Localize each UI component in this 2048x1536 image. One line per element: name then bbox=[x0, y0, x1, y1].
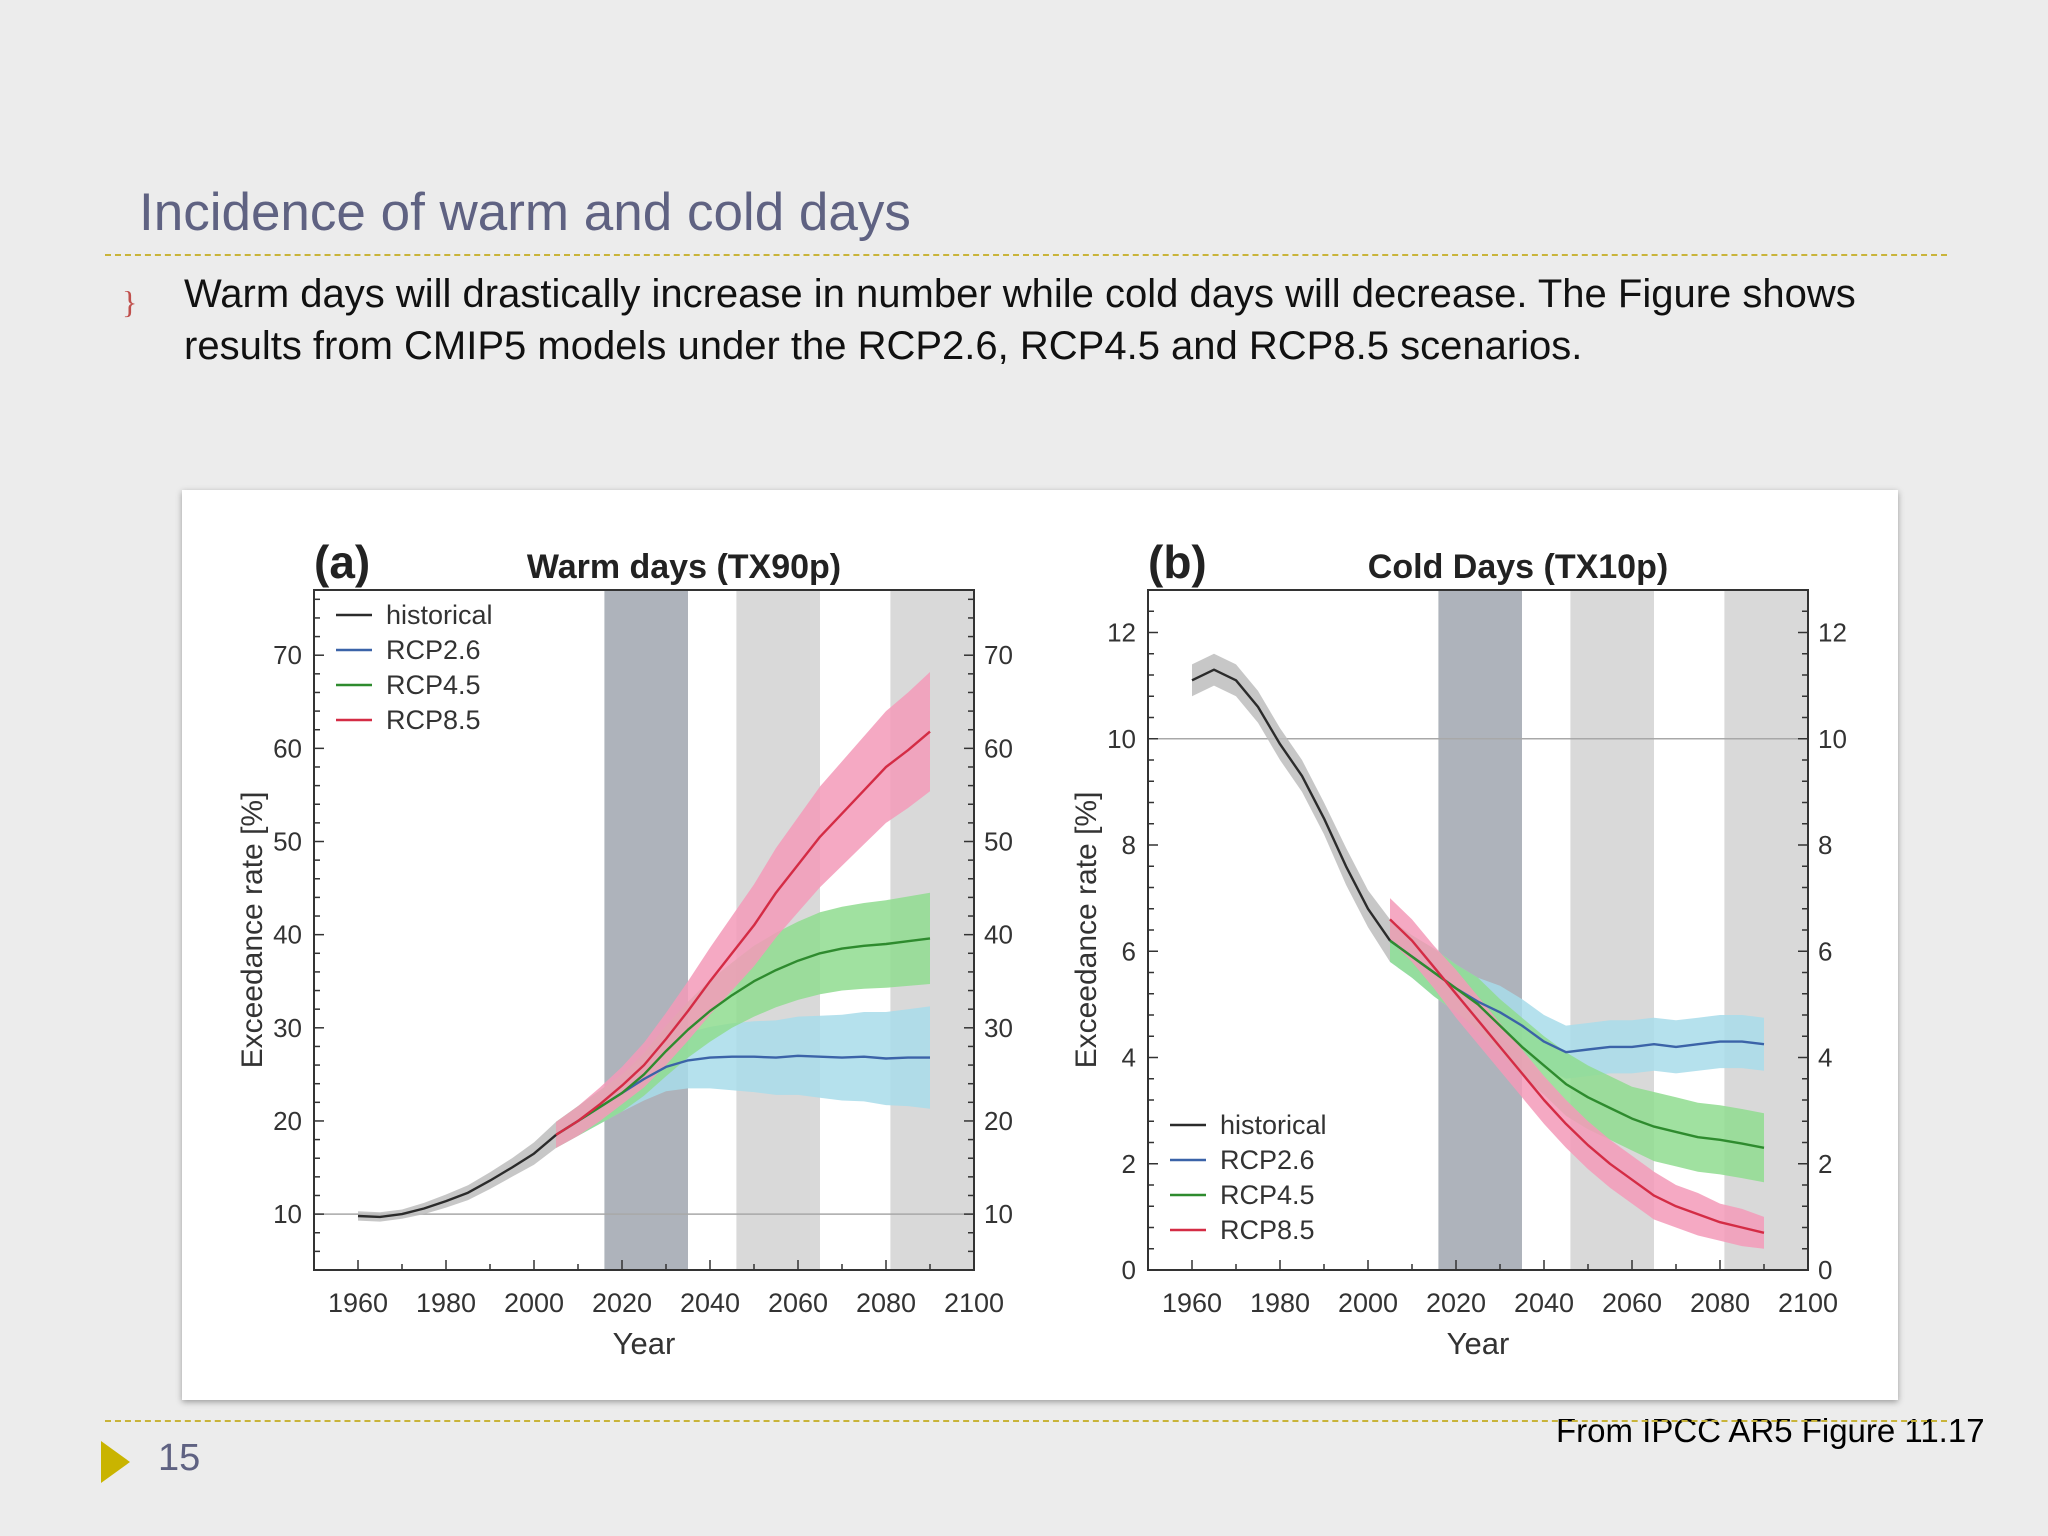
y-tick-label-right: 10 bbox=[984, 1199, 1013, 1229]
y-tick-label: 70 bbox=[273, 640, 302, 670]
x-tick-label: 2020 bbox=[1426, 1288, 1486, 1318]
shaded-period-2016-2035 bbox=[1438, 590, 1522, 1270]
page-number: 15 bbox=[158, 1437, 201, 1479]
y-tick-label-right: 0 bbox=[1818, 1255, 1832, 1285]
play-arrow-icon bbox=[101, 1441, 130, 1483]
band-historical bbox=[1192, 653, 1390, 962]
x-axis-title: Year bbox=[613, 1326, 676, 1361]
x-tick-label: 2080 bbox=[1690, 1288, 1750, 1318]
y-tick-label: 8 bbox=[1122, 830, 1136, 860]
band-rcp45 bbox=[556, 892, 930, 1148]
legend-label-historical: historical bbox=[1220, 1110, 1327, 1140]
y-tick-label-right: 6 bbox=[1818, 936, 1832, 966]
x-tick-label: 2020 bbox=[592, 1288, 652, 1318]
footer-divider bbox=[105, 1420, 1947, 1422]
band-rcp45 bbox=[1390, 919, 1764, 1183]
y-tick-label: 30 bbox=[273, 1013, 302, 1043]
legend-label-rcp45: RCP4.5 bbox=[1220, 1180, 1315, 1210]
y-tick-label: 2 bbox=[1122, 1149, 1136, 1179]
bullet-marker: } bbox=[122, 284, 138, 320]
x-tick-label: 2060 bbox=[768, 1288, 828, 1318]
y-tick-label-right: 40 bbox=[984, 920, 1013, 950]
x-tick-label: 1980 bbox=[416, 1288, 476, 1318]
x-tick-label: 1960 bbox=[328, 1288, 388, 1318]
series-line-historical bbox=[1191, 668, 1391, 942]
band-rcp85 bbox=[1390, 898, 1764, 1249]
band-rcp26 bbox=[556, 1006, 930, 1148]
x-tick-label: 2000 bbox=[504, 1288, 564, 1318]
x-tick-label: 1980 bbox=[1250, 1288, 1310, 1318]
x-tick-label: 1960 bbox=[1162, 1288, 1222, 1318]
legend-label-historical: historical bbox=[386, 600, 493, 630]
chart-title: Cold Days (TX10p) bbox=[1368, 548, 1668, 586]
y-tick-label: 0 bbox=[1122, 1255, 1136, 1285]
series-line-rcp45 bbox=[555, 937, 931, 1136]
y-axis-title: Exceedance rate [%] bbox=[236, 792, 269, 1069]
x-tick-label: 2080 bbox=[856, 1288, 916, 1318]
slide-title: Incidence of warm and cold days bbox=[139, 183, 911, 242]
chart-title: Warm days (TX90p) bbox=[527, 548, 841, 586]
y-tick-label-right: 20 bbox=[984, 1106, 1013, 1136]
y-tick-label-right: 50 bbox=[984, 827, 1013, 857]
series-line-historical bbox=[357, 1133, 557, 1219]
y-tick-label: 12 bbox=[1107, 618, 1136, 648]
y-tick-label: 50 bbox=[273, 827, 302, 857]
y-tick-label: 40 bbox=[273, 920, 302, 950]
y-axis-title: Exceedance rate [%] bbox=[1070, 792, 1103, 1069]
legend-label-rcp85: RCP8.5 bbox=[386, 705, 481, 735]
x-tick-label: 2000 bbox=[1338, 1288, 1398, 1318]
y-tick-label-right: 10 bbox=[1818, 724, 1847, 754]
shaded-period-2016-2035 bbox=[604, 590, 688, 1270]
x-tick-label: 2100 bbox=[944, 1288, 1004, 1318]
band-historical bbox=[358, 1121, 556, 1222]
y-tick-label-right: 60 bbox=[984, 733, 1013, 763]
plot-frame bbox=[313, 589, 975, 1271]
band-rcp85 bbox=[556, 672, 930, 1148]
series-line-rcp45 bbox=[1389, 939, 1765, 1149]
x-tick-label: 2100 bbox=[1778, 1288, 1838, 1318]
series-line-rcp85 bbox=[555, 730, 931, 1136]
y-tick-label-right: 8 bbox=[1818, 830, 1832, 860]
legend-label-rcp45: RCP4.5 bbox=[386, 670, 481, 700]
x-tick-label: 2060 bbox=[1602, 1288, 1662, 1318]
y-tick-label-right: 2 bbox=[1818, 1149, 1832, 1179]
panel-label: (a) bbox=[314, 536, 370, 588]
panel-label: (b) bbox=[1148, 536, 1207, 588]
y-tick-label-right: 30 bbox=[984, 1013, 1013, 1043]
series-line-rcp85 bbox=[1389, 918, 1765, 1234]
legend-label-rcp26: RCP2.6 bbox=[1220, 1145, 1315, 1175]
y-tick-label: 6 bbox=[1122, 936, 1136, 966]
y-tick-label: 4 bbox=[1122, 1043, 1136, 1073]
legend-label-rcp85: RCP8.5 bbox=[1220, 1215, 1315, 1245]
x-tick-label: 2040 bbox=[1514, 1288, 1574, 1318]
y-tick-label: 10 bbox=[1107, 724, 1136, 754]
y-tick-label-right: 4 bbox=[1818, 1043, 1832, 1073]
x-tick-label: 2040 bbox=[680, 1288, 740, 1318]
y-tick-label: 60 bbox=[273, 733, 302, 763]
x-axis-title: Year bbox=[1447, 1326, 1510, 1361]
y-tick-label: 10 bbox=[273, 1199, 302, 1229]
y-tick-label-right: 12 bbox=[1818, 618, 1847, 648]
figure-caption: From IPCC AR5 Figure 11.17 bbox=[1556, 1412, 1985, 1449]
band-rcp26 bbox=[1390, 919, 1764, 1079]
y-tick-label: 20 bbox=[273, 1106, 302, 1136]
bullet-text: Warm days will drastically increase in n… bbox=[184, 272, 1856, 368]
chart-panel-b: 0 0 2 2 4 4 6 6 8 8 10 10 12 12 1960 1980 2000 2020 2040 20… bbox=[1070, 536, 1847, 1361]
ipcc-figure: 10 10 20 20 30 30 40 40 50 50 60 60 70 70 1960 1980 2000… bbox=[182, 490, 1898, 1400]
legend-label-rcp26: RCP2.6 bbox=[386, 635, 481, 665]
y-tick-label-right: 70 bbox=[984, 640, 1013, 670]
title-divider bbox=[105, 254, 1947, 256]
